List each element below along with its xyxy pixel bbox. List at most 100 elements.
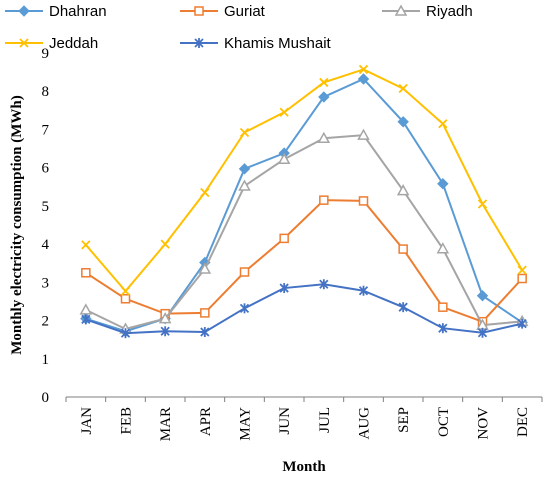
y-tick-label: 7 <box>42 122 50 138</box>
data-point-guriat <box>239 267 250 277</box>
x-axis-title: Month <box>282 459 326 475</box>
data-point-jeddah <box>160 239 170 249</box>
series-khamis-mushait <box>81 279 527 339</box>
data-point-khamis-mushait <box>517 318 527 329</box>
x-tick-label: AUG <box>357 407 373 440</box>
y-tick-label: 8 <box>42 84 50 100</box>
data-point-riyadh <box>198 262 212 274</box>
legend-label: Dhahran <box>49 3 107 20</box>
x-tick-label: JAN <box>79 407 95 435</box>
data-point-khamis-mushait <box>239 303 250 314</box>
x-tick-label: OCT <box>436 407 452 437</box>
series-layer <box>79 64 529 339</box>
series-line-riyadh <box>85 134 523 331</box>
legend-label: Guriat <box>224 3 266 20</box>
legend-marker <box>18 5 30 17</box>
data-point-riyadh <box>79 303 93 315</box>
data-point-jeddah <box>239 127 250 138</box>
data-point-guriat <box>279 233 289 244</box>
data-point-jeddah <box>477 199 488 209</box>
legend-label: Jeddah <box>49 35 98 52</box>
y-tick-label: 5 <box>42 199 50 215</box>
data-point-guriat <box>358 196 369 206</box>
data-point-dhahran <box>238 163 251 175</box>
legend-item-riyadh: Riyadh <box>382 3 473 20</box>
data-point-khamis-mushait <box>477 327 488 338</box>
data-point-dhahran <box>357 73 370 85</box>
data-point-jeddah <box>200 187 210 198</box>
series-jeddah <box>81 64 527 296</box>
data-point-guriat <box>81 268 91 278</box>
data-point-khamis-mushait <box>120 328 131 339</box>
legend-marker <box>19 38 29 48</box>
x-tick-label: DEC <box>515 407 531 437</box>
data-point-guriat <box>398 244 408 254</box>
data-point-riyadh <box>277 152 291 165</box>
data-point-khamis-mushait <box>279 283 289 294</box>
y-tick-label: 3 <box>42 275 50 291</box>
data-point-jeddah <box>279 107 289 117</box>
x-tick-label: APR <box>198 407 214 436</box>
data-point-jeddah <box>120 286 131 296</box>
y-tick-label: 1 <box>42 352 50 368</box>
data-point-jeddah <box>398 83 408 94</box>
series-dhahran <box>80 73 528 337</box>
y-axis-title: Monthly electricity consumption (MWh) <box>9 95 25 355</box>
data-point-jeddah <box>517 265 527 275</box>
x-tick-label: MAY <box>238 407 254 441</box>
data-point-guriat <box>200 308 210 318</box>
data-point-jeddah <box>438 119 448 129</box>
data-point-khamis-mushait <box>398 302 408 313</box>
data-point-dhahran <box>318 91 330 103</box>
legend: Dhahran Guriat Riyadh Jeddah Khamis Mushait <box>5 3 473 52</box>
legend-item-khamis-mushait: Khamis Mushait <box>180 35 332 52</box>
data-point-jeddah <box>81 240 91 250</box>
legend-label: Khamis Mushait <box>224 35 332 52</box>
y-tick-label: 2 <box>42 314 50 330</box>
data-point-guriat <box>319 195 329 205</box>
data-point-riyadh <box>158 312 172 324</box>
x-tick-label: JUN <box>277 407 293 435</box>
x-tick-label: JUL <box>317 407 333 433</box>
data-point-riyadh <box>238 179 251 191</box>
y-tick-label: 6 <box>42 161 50 177</box>
data-point-jeddah <box>358 64 369 75</box>
legend-marker <box>194 6 204 16</box>
legend-marker <box>194 38 204 48</box>
data-point-khamis-mushait <box>81 314 91 325</box>
data-point-guriat <box>120 294 131 304</box>
legend-marker <box>394 4 408 16</box>
data-point-dhahran <box>437 178 449 190</box>
data-point-dhahran <box>476 290 489 302</box>
x-tick-label: NOV <box>476 407 492 440</box>
series-guriat <box>81 195 527 327</box>
legend-item-dhahran: Dhahran <box>5 3 107 20</box>
data-point-guriat <box>438 302 448 312</box>
x-tick-label: MAR <box>158 407 174 441</box>
series-line-guriat <box>85 199 523 323</box>
x-tick-label: SEP <box>396 407 412 433</box>
data-point-riyadh <box>396 184 410 196</box>
data-point-dhahran <box>397 116 409 128</box>
data-point-riyadh <box>357 128 370 140</box>
series-line-khamis-mushait <box>85 283 523 335</box>
y-axis-ticks: 0 1 2 3 4 5 6 7 8 9 <box>42 46 50 406</box>
legend-item-guriat: Guriat <box>180 3 266 20</box>
data-point-riyadh <box>436 242 450 254</box>
x-axis-ticks: JAN FEB MAR APR MAY JUN JUL AUG SEP OCT NOV DEC <box>65 397 543 441</box>
data-point-khamis-mushait <box>319 279 329 290</box>
series-line-dhahran <box>85 77 523 333</box>
y-tick-label: 9 <box>42 46 50 62</box>
data-point-guriat <box>517 273 527 284</box>
legend-item-jeddah: Jeddah <box>5 35 98 52</box>
data-point-khamis-mushait <box>438 323 448 334</box>
data-point-jeddah <box>319 77 329 88</box>
data-point-khamis-mushait <box>200 327 210 338</box>
data-point-khamis-mushait <box>160 326 170 337</box>
y-tick-label: 4 <box>42 237 50 253</box>
data-point-riyadh <box>317 131 331 143</box>
y-tick-label: 0 <box>42 390 50 406</box>
data-point-khamis-mushait <box>358 285 369 296</box>
series-line-jeddah <box>85 68 524 293</box>
